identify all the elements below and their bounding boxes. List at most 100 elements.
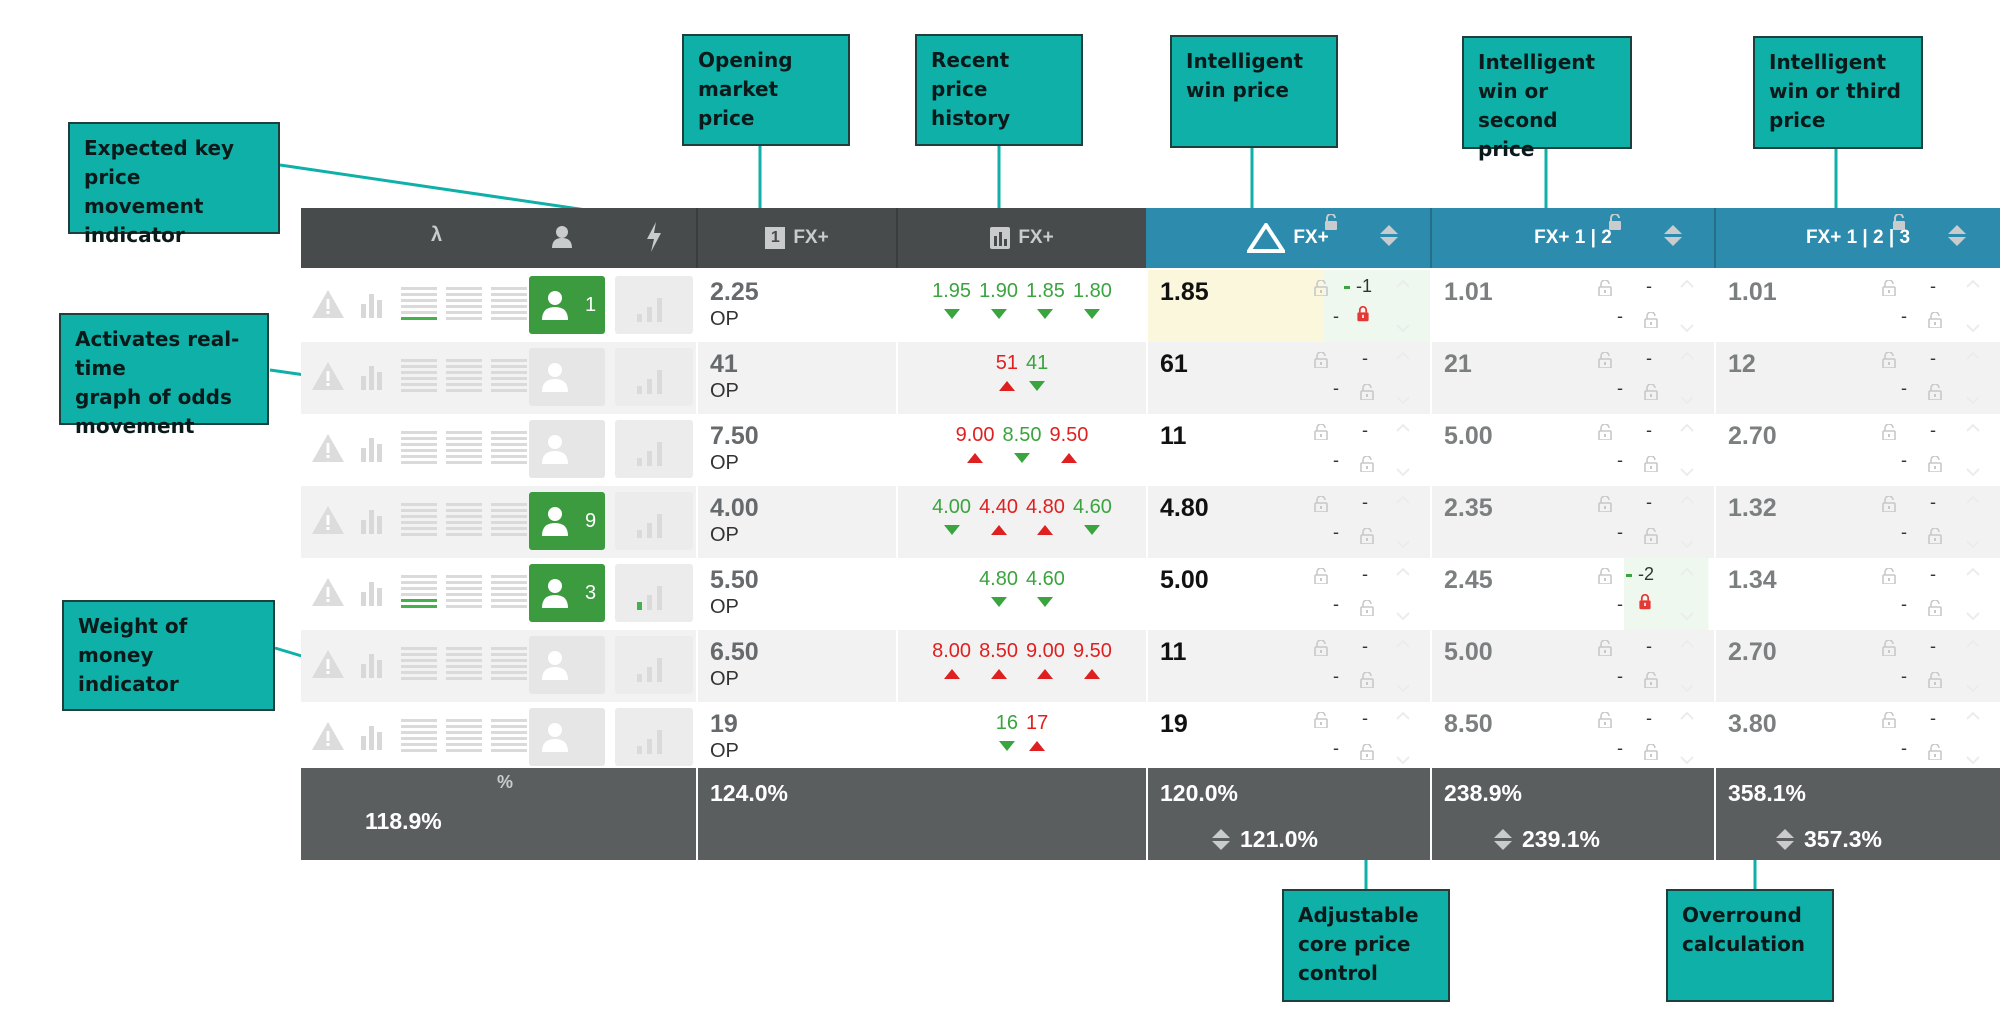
second-price-cell[interactable]: 21 - - — [1432, 342, 1714, 414]
third-price-cell[interactable]: 1.32 - - — [1716, 486, 2000, 558]
tipster-button[interactable] — [529, 348, 605, 406]
bar-chart-icon[interactable] — [359, 360, 387, 390]
ghost-arrows-icon[interactable] — [1678, 567, 1696, 621]
second-price[interactable]: 5.00 — [1444, 422, 1493, 450]
sort-arrows-icon[interactable] — [1948, 225, 1966, 246]
sort-arrows-icon[interactable] — [1380, 225, 1398, 246]
tipster-button[interactable]: 3 — [529, 564, 605, 622]
bar-chart-icon[interactable] — [359, 648, 387, 678]
ghost-arrows-icon[interactable] — [1678, 495, 1696, 549]
lambda-icon[interactable]: λ — [431, 224, 443, 246]
ghost-arrows-icon[interactable] — [1394, 567, 1412, 621]
second-price[interactable]: 8.50 — [1444, 710, 1493, 738]
lock-open-icon[interactable] — [1598, 352, 1612, 368]
third-price-header[interactable]: FX+ 1 | 2 | 3 — [1716, 208, 2000, 268]
lock-open-icon[interactable] — [1360, 600, 1374, 616]
ghost-arrows-icon[interactable] — [1964, 567, 1982, 621]
win-price-header[interactable]: FX+ — [1146, 208, 1430, 268]
bar-chart-icon[interactable] — [359, 288, 387, 318]
bar-chart-icon[interactable] — [359, 432, 387, 462]
third-price-cell[interactable]: 12 - - — [1716, 342, 2000, 414]
lock-open-icon[interactable] — [1314, 568, 1328, 584]
second-price-header[interactable]: FX+ 1 | 2 — [1432, 208, 1714, 268]
win-price[interactable]: 11 — [1160, 422, 1187, 450]
lock-open-icon[interactable] — [1928, 672, 1942, 688]
person-icon[interactable] — [551, 225, 573, 249]
lock-open-icon[interactable] — [1314, 280, 1328, 296]
second-price-cell[interactable]: 8.50 - - — [1432, 702, 1714, 774]
tipster-button[interactable]: 9 — [529, 492, 605, 550]
lock-open-icon[interactable] — [1598, 280, 1612, 296]
win-price[interactable]: 4.80 — [1160, 494, 1209, 522]
bar-chart-icon[interactable] — [359, 504, 387, 534]
ghost-arrows-icon[interactable] — [1678, 351, 1696, 405]
ghost-arrows-icon[interactable] — [1678, 423, 1696, 477]
lock-open-icon[interactable] — [1928, 312, 1942, 328]
overround-adjust-arrows[interactable] — [1494, 829, 1512, 850]
third-price-cell[interactable]: 1.01 - - — [1716, 270, 2000, 342]
win-price[interactable]: 61 — [1160, 350, 1188, 378]
lock-open-icon[interactable] — [1882, 280, 1896, 296]
ghost-arrows-icon[interactable] — [1964, 639, 1982, 693]
warning-icon[interactable] — [311, 432, 345, 464]
win-price-cell[interactable]: 1.85 - -1 — [1148, 270, 1430, 342]
lock-open-icon[interactable] — [1882, 640, 1896, 656]
warning-icon[interactable] — [311, 288, 345, 320]
third-price-cell[interactable]: 3.80 - - — [1716, 702, 2000, 774]
warning-icon[interactable] — [311, 648, 345, 680]
lock-open-icon[interactable] — [1314, 424, 1328, 440]
signal-button[interactable] — [615, 636, 693, 694]
signal-button[interactable] — [615, 276, 693, 334]
win-price-cell[interactable]: 11 - - — [1148, 414, 1430, 486]
lock-open-icon[interactable] — [1314, 496, 1328, 512]
third-price[interactable]: 2.70 — [1728, 422, 1777, 450]
lock-closed-icon[interactable] — [1356, 306, 1370, 322]
lock-open-icon[interactable] — [1928, 528, 1942, 544]
lock-open-icon[interactable] — [1360, 744, 1374, 760]
lock-open-icon[interactable] — [1644, 744, 1658, 760]
win-price-cell[interactable]: 5.00 - - — [1148, 558, 1430, 630]
tipster-button[interactable] — [529, 420, 605, 478]
lock-open-icon[interactable] — [1882, 568, 1896, 584]
lock-open-icon[interactable] — [1644, 384, 1658, 400]
ghost-arrows-icon[interactable] — [1394, 495, 1412, 549]
win-price[interactable]: 11 — [1160, 638, 1187, 666]
ghost-arrows-icon[interactable] — [1964, 423, 1982, 477]
lock-closed-icon[interactable] — [1638, 594, 1652, 610]
warning-icon[interactable] — [311, 576, 345, 608]
lock-open-icon[interactable] — [1882, 712, 1896, 728]
lock-open-icon[interactable] — [1644, 528, 1658, 544]
lock-open-icon[interactable] — [1598, 640, 1612, 656]
third-price-cell[interactable]: 2.70 - - — [1716, 414, 2000, 486]
warning-icon[interactable] — [311, 504, 345, 536]
win-price-cell[interactable]: 11 - - — [1148, 630, 1430, 702]
ghost-arrows-icon[interactable] — [1964, 495, 1982, 549]
ghost-arrows-icon[interactable] — [1394, 639, 1412, 693]
third-price-cell[interactable]: 2.70 - - — [1716, 630, 2000, 702]
second-price[interactable]: 1.01 — [1444, 278, 1493, 306]
second-price-cell[interactable]: 5.00 - - — [1432, 414, 1714, 486]
win-price[interactable]: 5.00 — [1160, 566, 1209, 594]
second-price[interactable]: 21 — [1444, 350, 1472, 378]
lock-open-icon[interactable] — [1314, 640, 1328, 656]
second-price-cell[interactable]: 2.45 - -2 — [1432, 558, 1714, 630]
lock-open-icon[interactable] — [1928, 384, 1942, 400]
lock-open-icon[interactable] — [1360, 384, 1374, 400]
signal-button[interactable] — [615, 348, 693, 406]
lock-open-icon[interactable] — [1882, 424, 1896, 440]
ghost-arrows-icon[interactable] — [1964, 279, 1982, 333]
lock-open-icon[interactable] — [1928, 600, 1942, 616]
ghost-arrows-icon[interactable] — [1678, 639, 1696, 693]
signal-button[interactable] — [615, 492, 693, 550]
ghost-arrows-icon[interactable] — [1394, 711, 1412, 765]
third-price-cell[interactable]: 1.34 - - — [1716, 558, 2000, 630]
warning-icon[interactable] — [311, 720, 345, 752]
lock-open-icon[interactable] — [1928, 456, 1942, 472]
lock-open-icon[interactable] — [1608, 214, 1622, 230]
third-price[interactable]: 2.70 — [1728, 638, 1777, 666]
lock-open-icon[interactable] — [1882, 496, 1896, 512]
second-price[interactable]: 2.45 — [1444, 566, 1493, 594]
win-price-cell[interactable]: 4.80 - - — [1148, 486, 1430, 558]
signal-button[interactable] — [615, 564, 693, 622]
lock-open-icon[interactable] — [1644, 456, 1658, 472]
